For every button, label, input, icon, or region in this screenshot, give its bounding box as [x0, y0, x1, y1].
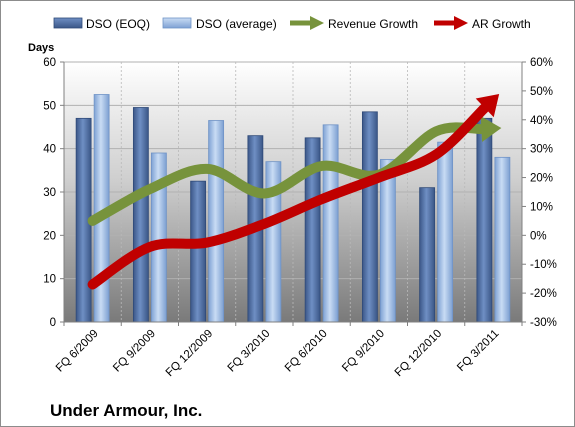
- y-left-tick-label: 10: [43, 274, 56, 286]
- bar-dso-average-5: [322, 124, 339, 323]
- y-right-tick-label: 10%: [530, 201, 553, 213]
- y-left-tick-label: 50: [43, 100, 56, 112]
- y-left-tick-label: 20: [43, 230, 56, 242]
- line-revenue-growth: [87, 122, 487, 226]
- legend-label-ar-growth: AR Growth: [472, 17, 531, 31]
- y-left-axis-title: Days: [28, 42, 54, 54]
- y-right-tick-label: 0%: [530, 230, 547, 242]
- legend-arrowhead-revenue-growth-icon: [310, 16, 324, 30]
- arrowhead-ar-growth-icon: [475, 94, 500, 118]
- bar-dso-eoq-2: [132, 107, 149, 323]
- legend-arrowhead-ar-growth-icon: [454, 16, 468, 30]
- bar-dso-eoq-8: [476, 117, 493, 323]
- y-right-tick-label: 30%: [530, 144, 553, 156]
- bar-dso-average-8: [494, 156, 511, 323]
- y-right-tick-label: 40%: [530, 115, 553, 127]
- y-left-tick-label: 40: [43, 144, 56, 156]
- y-right-tick-label: 50%: [530, 86, 553, 98]
- y-right-tick-label: -30%: [530, 317, 557, 329]
- y-right-tick-label: 60%: [530, 57, 553, 69]
- y-left-tick-label: 0: [50, 317, 56, 329]
- bar-dso-eoq-3: [190, 180, 207, 323]
- bar-dso-average-3: [208, 120, 225, 323]
- bar-dso-average-7: [437, 141, 454, 323]
- legend-label-dso-eoq: DSO (EOQ): [86, 17, 150, 31]
- y-left-tick-label: 60: [43, 57, 56, 69]
- company-label: Under Armour, Inc.: [50, 401, 202, 420]
- line-ar-growth: [87, 102, 490, 290]
- y-right-tick-label: -10%: [530, 259, 557, 271]
- legend-item-dso-eoq: DSO (EOQ): [53, 17, 150, 31]
- legend-swatch-dso-average: [162, 17, 192, 29]
- y-right-tick-labels: -30% -20% -10% 0% 10% 20% 30% 40% 50% 60%: [530, 57, 557, 329]
- legend-item-revenue-growth: Revenue Growth: [290, 16, 418, 31]
- legend-label-dso-average: DSO (average): [196, 17, 277, 31]
- bar-dso-eoq-6: [361, 111, 378, 323]
- axes: [60, 61, 526, 326]
- legend-item-dso-average: DSO (average): [162, 17, 277, 31]
- bar-dso-eoq-7: [419, 187, 436, 323]
- y-right-tick-label: 20%: [530, 173, 553, 185]
- legend-item-ar-growth: AR Growth: [434, 16, 531, 31]
- bar-dso-average-6: [379, 159, 396, 323]
- legend: DSO (EOQ) DSO (average) Revenue Growth A…: [53, 16, 531, 31]
- legend-label-revenue-growth: Revenue Growth: [328, 17, 418, 31]
- legend-swatch-dso-eoq: [53, 17, 83, 29]
- arrowhead-revenue-growth-icon: [480, 116, 502, 143]
- y-left-tick-label: 30: [43, 187, 56, 199]
- y-right-tick-label: -20%: [530, 288, 557, 300]
- line-series: [87, 94, 502, 290]
- y-left-tick-labels: 0 10 20 30 40 50 60: [43, 57, 56, 329]
